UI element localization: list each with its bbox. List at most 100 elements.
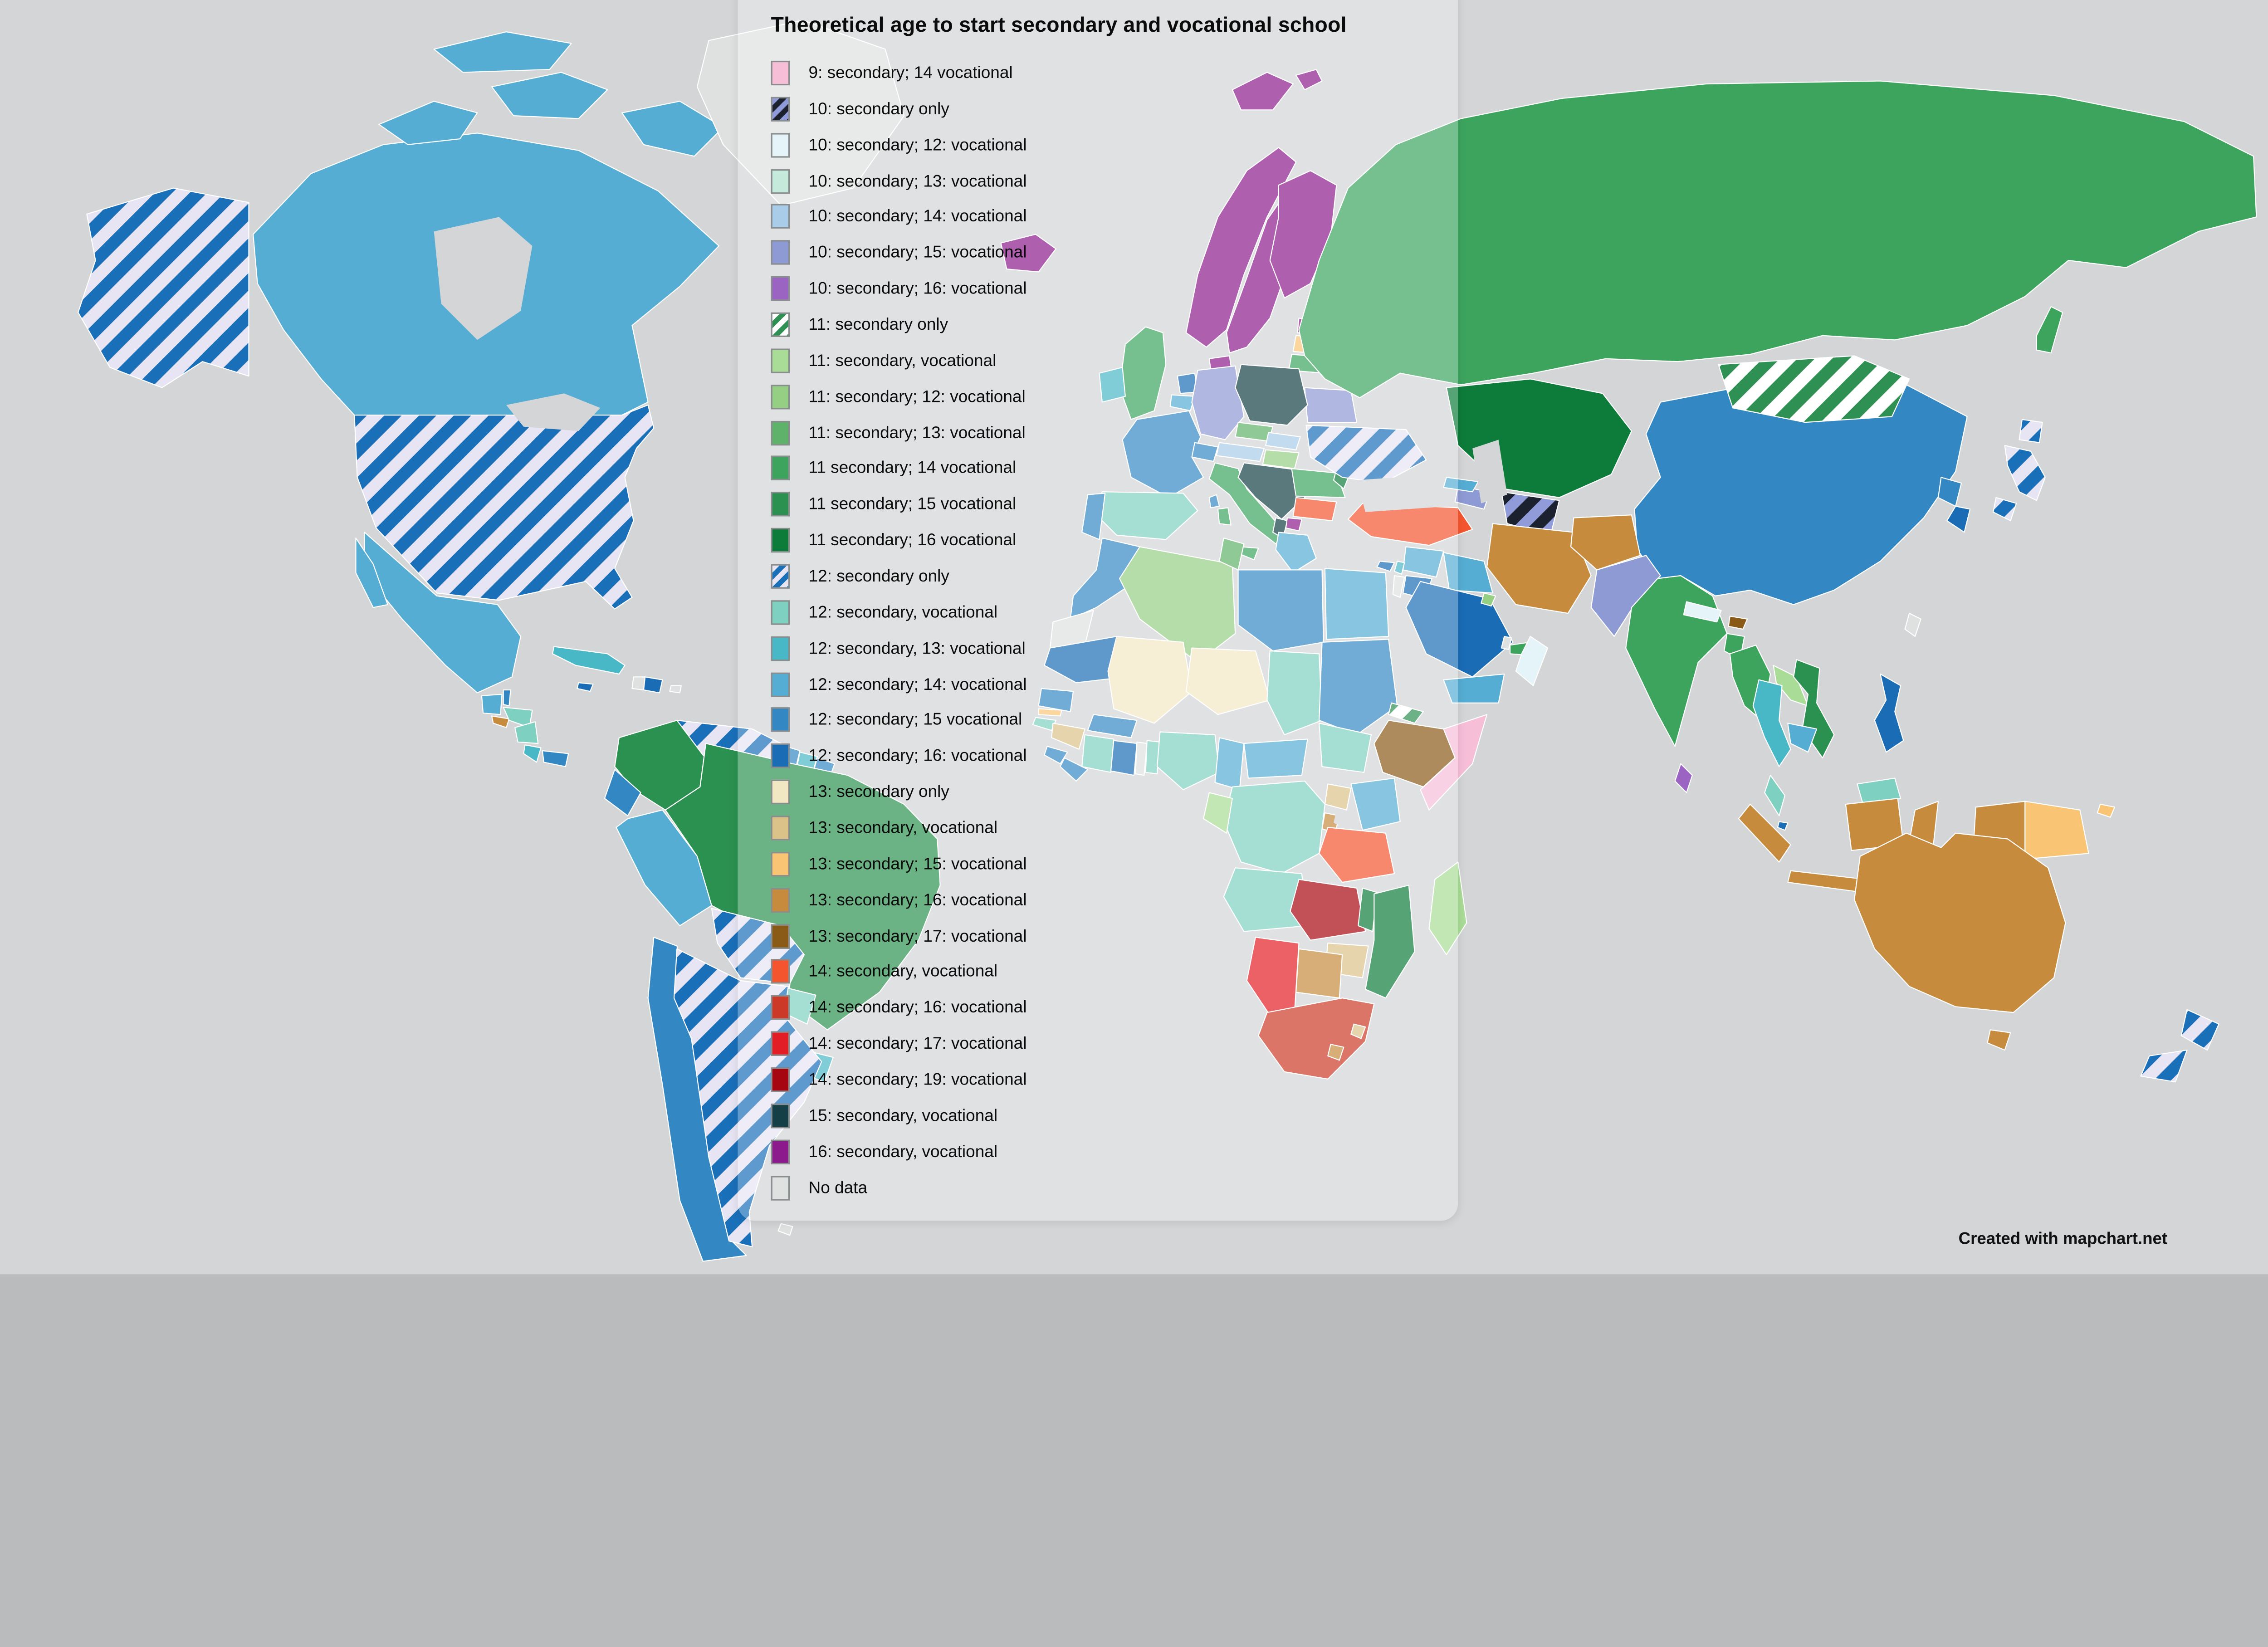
country-cuba[interactable]	[552, 646, 626, 675]
country-new-zealand[interactable]	[2140, 1009, 2219, 1083]
country-peru[interactable]	[616, 809, 712, 926]
country-el-salvador[interactable]	[491, 715, 510, 728]
country-cyprus[interactable]	[1376, 561, 1395, 572]
country-japan[interactable]	[1993, 419, 2046, 522]
country-switzerland[interactable]	[1191, 442, 1219, 462]
country-burkina-faso[interactable]	[1087, 714, 1138, 738]
country-iraq[interactable]	[1443, 552, 1493, 594]
country-libya[interactable]	[1237, 569, 1324, 652]
country-finland[interactable]	[1269, 170, 1337, 299]
country-eswatini[interactable]	[1350, 1023, 1366, 1039]
country-sudan[interactable]	[1319, 639, 1398, 736]
country-iceland[interactable]	[1000, 234, 1056, 273]
country-togo[interactable]	[1135, 741, 1148, 776]
country-mozambique[interactable]	[1365, 885, 1415, 999]
country-norway[interactable]	[1185, 147, 1297, 348]
country-papua-new-guinea[interactable]	[2024, 801, 2116, 860]
country-lebanon[interactable]	[1393, 561, 1405, 575]
country-kuwait[interactable]	[1481, 592, 1496, 607]
country-ireland[interactable]	[1099, 367, 1126, 403]
country-lesotho[interactable]	[1327, 1044, 1344, 1061]
country-oman[interactable]	[1515, 635, 1549, 686]
country-turkey[interactable]	[1347, 503, 1473, 546]
country-ivory-coast[interactable]	[1081, 734, 1114, 773]
country-mauritania[interactable]	[1044, 635, 1126, 684]
country-nicaragua[interactable]	[514, 721, 539, 744]
country-laos[interactable]	[1773, 665, 1809, 707]
country-uganda[interactable]	[1324, 783, 1352, 811]
country-eritrea[interactable]	[1388, 702, 1424, 724]
country-central-african-republic[interactable]	[1243, 738, 1308, 779]
country-south-korea[interactable]	[1946, 505, 1971, 533]
country-taiwan[interactable]	[1904, 612, 1921, 637]
country-bulgaria[interactable]	[1292, 497, 1337, 522]
country-guinea-bissau[interactable]	[1032, 717, 1056, 731]
country-guinea[interactable]	[1051, 723, 1085, 750]
country-philippines[interactable]	[1874, 673, 1904, 753]
country-kenya[interactable]	[1350, 777, 1401, 831]
country-falkland-islands[interactable]	[777, 1223, 793, 1236]
country-chad[interactable]	[1266, 650, 1323, 736]
country-malawi[interactable]	[1358, 887, 1378, 932]
country-panama[interactable]	[542, 750, 569, 767]
country-ghana[interactable]	[1110, 740, 1138, 776]
country-portugal[interactable]	[1081, 493, 1106, 540]
country-germany[interactable]	[1191, 365, 1245, 440]
country-alaska[interactable]	[78, 187, 249, 388]
country-mongolia[interactable]	[1718, 355, 1910, 423]
country-romania[interactable]	[1291, 468, 1346, 498]
country-sri-lanka[interactable]	[1674, 763, 1693, 793]
country-liberia[interactable]	[1060, 757, 1089, 782]
country-haiti[interactable]	[631, 676, 646, 691]
country-costa-rica[interactable]	[523, 744, 542, 763]
country-gabon-congo[interactable]	[1202, 792, 1233, 834]
country-egypt[interactable]	[1324, 568, 1389, 640]
country-france[interactable]	[1122, 410, 1220, 508]
country-south-sudan[interactable]	[1319, 723, 1372, 773]
country-slovakia[interactable]	[1265, 432, 1301, 450]
country-cambodia[interactable]	[1787, 723, 1818, 753]
country-singapore[interactable]	[1777, 821, 1789, 831]
country-south-africa[interactable]	[1258, 997, 1375, 1080]
country-usa[interactable]	[354, 404, 655, 610]
country-guatemala[interactable]	[481, 694, 503, 715]
country-nigeria[interactable]	[1156, 731, 1220, 791]
country-dominican-republic[interactable]	[643, 676, 663, 694]
country-sierra-leone[interactable]	[1044, 746, 1068, 764]
country-austria[interactable]	[1216, 442, 1265, 462]
country-qatar[interactable]	[1501, 635, 1512, 650]
country-yemen[interactable]	[1443, 673, 1505, 704]
country-malaysia[interactable]	[1764, 775, 1901, 816]
country-mexico[interactable]	[355, 532, 522, 694]
country-svalbard[interactable]	[1232, 68, 1323, 111]
country-brazil[interactable]	[665, 743, 941, 1031]
country-niger[interactable]	[1185, 647, 1271, 715]
country-senegal[interactable]	[1038, 688, 1074, 712]
country-mali[interactable]	[1107, 635, 1193, 724]
country-poland[interactable]	[1235, 364, 1308, 426]
country-afghanistan[interactable]	[1570, 514, 1641, 571]
country-israel[interactable]	[1392, 575, 1405, 598]
country-belgium[interactable]	[1169, 394, 1196, 411]
country-ecuador[interactable]	[604, 769, 641, 816]
country-somalia[interactable]	[1420, 714, 1488, 811]
country-gambia[interactable]	[1038, 708, 1062, 717]
country-thailand[interactable]	[1752, 679, 1791, 767]
country-georgia[interactable]	[1443, 477, 1479, 493]
country-tanzania[interactable]	[1319, 826, 1395, 883]
country-benin[interactable]	[1145, 740, 1161, 775]
country-russia[interactable]	[1298, 80, 2257, 399]
country-angola[interactable]	[1223, 867, 1308, 932]
country-australia[interactable]	[1853, 832, 2066, 1051]
country-greenland[interactable]	[696, 20, 905, 206]
country-bhutan[interactable]	[1728, 616, 1748, 630]
country-north-macedonia[interactable]	[1285, 517, 1303, 532]
country-nepal[interactable]	[1683, 601, 1722, 623]
country-vietnam[interactable]	[1793, 659, 1835, 759]
country-belize[interactable]	[503, 689, 511, 707]
country-jamaica[interactable]	[577, 682, 594, 692]
country-argentina[interactable]	[673, 948, 822, 1247]
country-zambia[interactable]	[1290, 879, 1366, 941]
country-madagascar[interactable]	[1428, 861, 1467, 955]
country-belarus[interactable]	[1304, 387, 1358, 423]
